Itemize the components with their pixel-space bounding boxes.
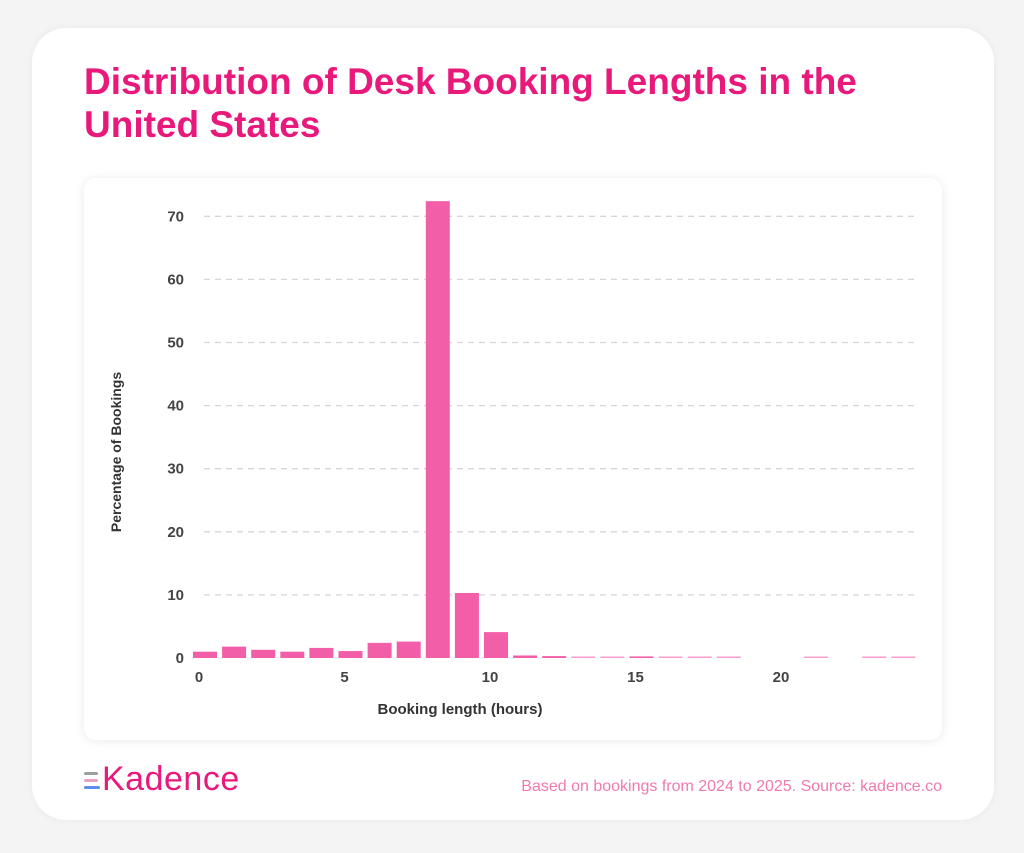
bar: [629, 656, 654, 658]
source-note: Based on bookings from 2024 to 2025. Sou…: [521, 778, 942, 795]
bar: [193, 651, 217, 658]
logo-mark-icon: [84, 770, 100, 790]
bar: [338, 651, 363, 658]
bar: [484, 632, 508, 658]
y-axis-label: Percentage of Bookings: [108, 372, 124, 532]
bar: [862, 656, 887, 658]
bar: [396, 641, 421, 658]
bar: [891, 656, 916, 658]
y-tick-label: 30: [167, 461, 184, 478]
bar: [658, 656, 683, 658]
x-tick-label: 0: [195, 669, 203, 686]
x-axis-label: Booking length (hours): [378, 701, 543, 718]
bar: [367, 642, 392, 658]
histogram: 0 10 20 30 40 50 60 70 0 5 10 15 20 Booking length (h…: [108, 201, 916, 718]
x-tick-label: 10: [482, 669, 499, 686]
y-tick-label: 0: [176, 650, 184, 667]
bar: [804, 656, 829, 658]
bar: [600, 656, 625, 658]
y-tick-label: 40: [167, 398, 184, 415]
bar: [222, 646, 247, 658]
bar: [716, 656, 741, 658]
chart-title: Distribution of Desk Booking Lengths in …: [84, 61, 857, 145]
bar: [571, 656, 596, 658]
bar: [309, 647, 334, 658]
bar: [251, 649, 276, 658]
bar: [513, 655, 538, 658]
kadence-logo: Kadence: [84, 760, 240, 799]
bar: [280, 651, 305, 658]
y-tick-label: 70: [167, 208, 184, 225]
y-tick-label: 20: [167, 524, 184, 541]
y-tick-label: 10: [167, 587, 184, 604]
brand-name: Kadence: [102, 760, 240, 798]
y-tick-label: 50: [167, 335, 184, 352]
chart-panel: 0 10 20 30 40 50 60 70 0 5 10 15 20 Booking length (h…: [84, 178, 942, 740]
x-tick-label: 5: [340, 669, 348, 686]
bar: [425, 201, 450, 658]
x-tick-label: 15: [627, 669, 644, 686]
bar: [687, 656, 712, 658]
y-tick-label: 60: [167, 271, 184, 288]
bar: [454, 593, 479, 658]
x-tick-label: 20: [773, 669, 790, 686]
bar: [542, 656, 567, 658]
